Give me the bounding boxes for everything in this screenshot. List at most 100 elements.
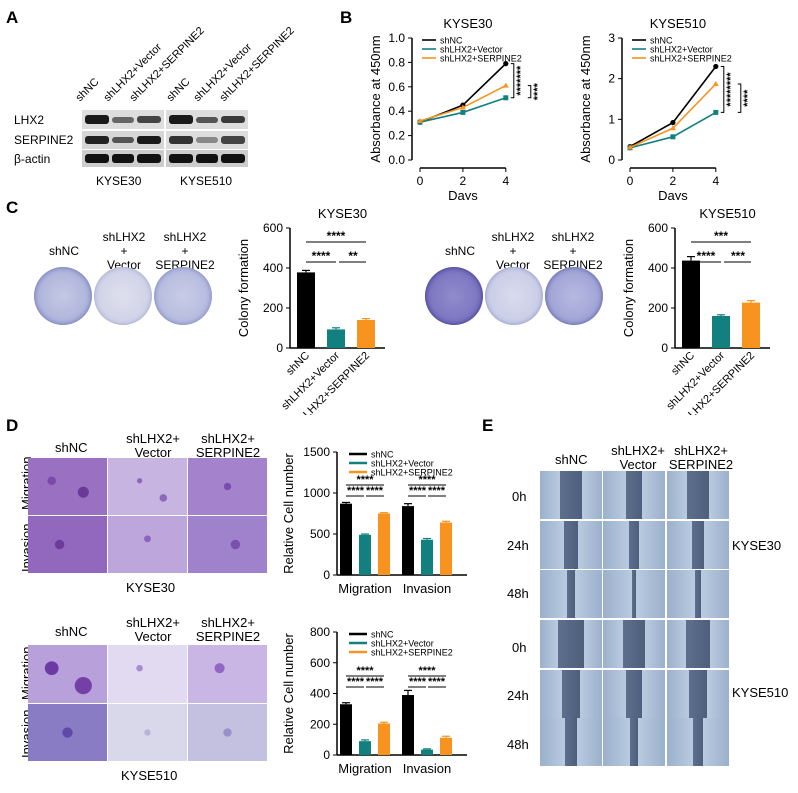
legend-label: shLHX2+Vector [650, 45, 713, 55]
colony-label: shLHX2 + Vector [102, 230, 146, 272]
bar [340, 503, 352, 575]
transwell-image [188, 645, 267, 703]
y-tick-label: 500 [310, 527, 330, 541]
bar [327, 329, 345, 348]
sig-label: **** [409, 676, 427, 688]
wound-image [667, 570, 729, 618]
data-point [460, 109, 466, 115]
colony-dish [425, 267, 483, 325]
wound-col-label: shLHX2+ SERPINE2 [668, 443, 734, 472]
wound-image [603, 570, 665, 618]
legend-label: shLHX2+Vector [371, 639, 434, 649]
sig-bracket [510, 63, 515, 99]
chart-title: KYSE510 [650, 16, 706, 31]
y-tick-label: 1500 [303, 445, 330, 459]
bar [359, 741, 371, 755]
sig-label: **** [347, 485, 365, 497]
y-tick-label: 200 [310, 717, 330, 731]
bar [402, 695, 414, 755]
x-tick-label: 0 [417, 174, 424, 188]
transwell-col-label: shLHX2+ SERPINE2 [195, 431, 261, 460]
transwell-image [188, 516, 267, 573]
panel-label-e: E [482, 416, 494, 435]
cell-line-label: KYSE510 [180, 174, 233, 188]
y-tick-label: 0 [608, 153, 615, 167]
transwell-col-label: shNC [55, 440, 88, 455]
row-label-lhx2: LHX2 [14, 113, 45, 127]
blot-strip [166, 131, 248, 149]
data-point [503, 95, 509, 101]
wound-cell-line: KYSE30 [732, 538, 782, 553]
data-point [503, 61, 509, 67]
x-tick-label: 2 [670, 174, 677, 188]
legend-label: shLHX2+SERPINE2 [650, 54, 732, 64]
sig-label: **** [356, 474, 374, 486]
y-tick-label: 3 [608, 31, 615, 45]
x-axis-label: Days [448, 188, 478, 200]
blot-strip [82, 131, 164, 149]
y-axis-label: Colony formation [621, 239, 636, 337]
transwell-image [28, 704, 107, 761]
data-point [670, 119, 676, 126]
chart-b: KYSE30 0.0 0.2 0.4 0.6 0.8 1.0 0 2 4 Days Absorbanc… [368, 16, 754, 200]
transwell-col-label: shLHX2+ Vector [126, 431, 180, 460]
sig-bracket [720, 65, 725, 113]
colony-label: shNC [444, 244, 475, 258]
x-tick-label: shNC [669, 350, 697, 378]
sig-label: **** [366, 485, 384, 497]
transwell-image [28, 458, 107, 515]
bar [378, 723, 390, 755]
data-point [502, 82, 509, 88]
colony-label: shLHX2 + SERPINE2 [543, 230, 603, 272]
colony-label: shNC [48, 244, 79, 258]
y-tick-label: 600 [263, 221, 283, 235]
wound-image [540, 620, 602, 668]
wound-image [667, 521, 729, 569]
wound-image [667, 670, 729, 718]
wound-image [667, 620, 729, 668]
x-tick-label: 0 [627, 174, 634, 188]
wound-image [603, 620, 665, 668]
sig-label: *** [714, 229, 728, 243]
data-point [669, 125, 676, 131]
sig-label: **** [418, 665, 436, 677]
legend-label: shLHX2+Vector [440, 45, 503, 55]
bar [742, 302, 760, 348]
bar [421, 749, 433, 755]
wound-image [540, 718, 602, 766]
time-label: 24h [507, 688, 529, 703]
chart-d-bottom: 0 200 400 600 800 Relative Cell number Migrati… [281, 625, 467, 776]
wound-image [603, 718, 665, 766]
legend-label: shLHX2+SERPINE2 [440, 54, 522, 64]
bar [378, 513, 390, 575]
sig-label: ** [348, 249, 358, 263]
sig-label: ******** [725, 72, 737, 107]
wound-col-label: shLHX2+ Vector [611, 443, 665, 472]
wound-col-label: shNC [555, 452, 588, 467]
y-tick-label: 400 [310, 687, 330, 701]
time-label: 0h [512, 489, 527, 504]
wound-image [603, 471, 665, 519]
y-tick-label: 1000 [303, 486, 330, 500]
data-point [713, 63, 719, 70]
legend-label: shNC [371, 630, 394, 640]
sig-bracket [737, 83, 742, 113]
y-tick-label: 0.4 [388, 104, 405, 118]
row-label-serpine2: SERPINE2 [14, 133, 74, 147]
time-label: 0h [512, 640, 527, 655]
transwell-col-label: shLHX2+ SERPINE2 [195, 615, 261, 644]
bar [712, 316, 730, 348]
bar [359, 534, 371, 575]
x-tick-label: Invasion [403, 581, 451, 596]
sig-label: **** [532, 82, 544, 100]
y-tick-label: 400 [263, 261, 283, 275]
y-tick-label: 0 [661, 341, 668, 355]
bar [421, 539, 433, 575]
legend-label: shNC [650, 36, 673, 46]
sig-label: *** [731, 249, 745, 263]
sig-label: **** [356, 665, 374, 677]
bar [402, 506, 414, 575]
sig-label: ******* [515, 65, 527, 96]
sig-label: **** [742, 89, 754, 107]
data-point [713, 109, 719, 115]
